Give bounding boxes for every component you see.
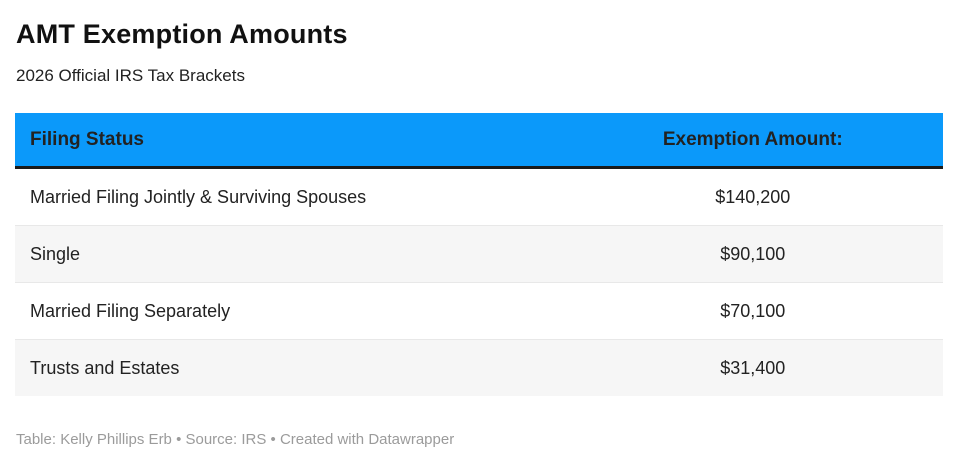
table-row: Married Filing Separately $70,100: [15, 282, 943, 339]
table-credit-footer: Table: Kelly Phillips Erb • Source: IRS …: [16, 431, 455, 448]
cell-exemption-amount: $31,400: [720, 357, 786, 378]
table-header-row: Filing Status Exemption Amount:: [15, 113, 943, 169]
cell-filing-status: Married Filing Separately: [30, 300, 231, 321]
cell-filing-status: Trusts and Estates: [30, 357, 180, 378]
table-body: Married Filing Jointly & Surviving Spous…: [15, 169, 943, 396]
column-header-filing-status: Filing Status: [30, 128, 144, 150]
cell-filing-status: Single: [30, 243, 81, 264]
column-header-exemption-amount: Exemption Amount:: [662, 128, 843, 150]
cell-exemption-amount: $90,100: [720, 243, 786, 264]
table-row: Trusts and Estates $31,400: [15, 339, 943, 396]
page-subtitle: 2026 Official IRS Tax Brackets: [16, 66, 245, 85]
table-row: Single $90,100: [15, 225, 943, 282]
table-row: Married Filing Jointly & Surviving Spous…: [15, 169, 943, 225]
cell-filing-status: Married Filing Jointly & Surviving Spous…: [30, 186, 367, 207]
amt-exemption-table: Filing Status Exemption Amount: Married …: [15, 113, 943, 396]
cell-exemption-amount: $140,200: [715, 186, 791, 207]
page-title: AMT Exemption Amounts: [16, 19, 348, 49]
cell-exemption-amount: $70,100: [720, 300, 786, 321]
